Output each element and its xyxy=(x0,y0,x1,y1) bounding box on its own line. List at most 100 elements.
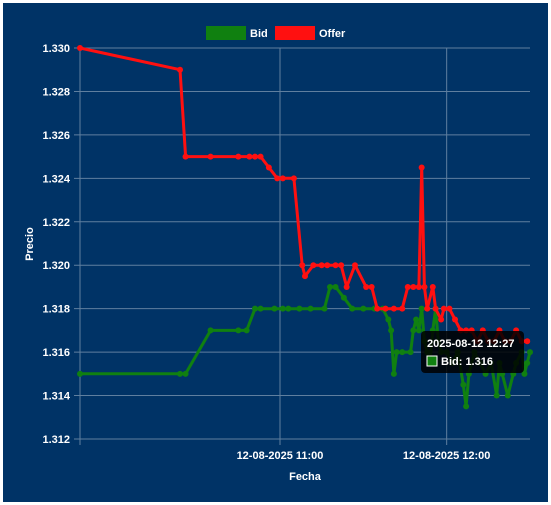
data-point-bid[interactable] xyxy=(524,359,531,366)
data-point-bid[interactable] xyxy=(182,370,189,377)
x-tick-label: 12-08-2025 11:00 xyxy=(237,450,324,462)
data-point-bid[interactable] xyxy=(235,327,242,334)
data-point-offer[interactable] xyxy=(279,175,286,182)
legend-item-bid[interactable]: Bid xyxy=(206,26,268,40)
tooltip-title: 2025-08-12 12:27 xyxy=(427,338,514,350)
data-point-offer[interactable] xyxy=(318,262,325,269)
data-point-offer[interactable] xyxy=(310,262,317,269)
data-point-offer[interactable] xyxy=(246,153,253,160)
data-point-offer[interactable] xyxy=(390,305,397,312)
data-point-offer[interactable] xyxy=(235,153,242,160)
y-tick-label: 1.312 xyxy=(42,434,70,446)
data-point-bid[interactable] xyxy=(390,370,397,377)
y-axis-ticks: 1.312 1.314 1.316 1.318 1.320 1.322 1.324 1.326… xyxy=(42,43,70,446)
legend-label: Offer xyxy=(319,28,346,40)
data-point-bid[interactable] xyxy=(399,349,406,356)
data-point-bid[interactable] xyxy=(415,327,422,334)
data-point-bid[interactable] xyxy=(279,305,286,312)
chart-panel xyxy=(3,3,548,502)
y-tick-label: 1.320 xyxy=(42,260,70,272)
data-point-offer[interactable] xyxy=(429,283,436,290)
data-point-offer[interactable] xyxy=(182,153,189,160)
data-point-bid[interactable] xyxy=(349,305,356,312)
data-point-offer[interactable] xyxy=(207,153,214,160)
data-point-offer[interactable] xyxy=(343,283,350,290)
data-point-offer[interactable] xyxy=(438,316,445,323)
data-point-bid[interactable] xyxy=(463,403,470,410)
data-point-offer[interactable] xyxy=(363,283,370,290)
data-point-offer[interactable] xyxy=(352,262,358,269)
data-point-offer[interactable] xyxy=(332,262,339,269)
data-point-offer[interactable] xyxy=(257,153,264,160)
data-point-offer[interactable] xyxy=(446,305,453,312)
data-point-bid[interactable] xyxy=(332,283,339,290)
y-tick-label: 1.328 xyxy=(42,86,70,98)
data-point-bid[interactable] xyxy=(340,294,347,301)
data-point-bid[interactable] xyxy=(243,327,250,334)
data-point-offer[interactable] xyxy=(265,164,272,171)
data-point-bid[interactable] xyxy=(388,327,395,334)
series-offer xyxy=(77,45,531,345)
data-point-bid[interactable] xyxy=(413,316,420,323)
data-point-offer[interactable] xyxy=(77,45,83,51)
data-point-bid[interactable] xyxy=(307,305,314,312)
data-point-offer[interactable] xyxy=(290,175,297,182)
data-point-offer[interactable] xyxy=(524,338,531,345)
data-point-bid[interactable] xyxy=(407,349,414,356)
data-point-offer[interactable] xyxy=(374,305,381,312)
x-tick-label: 12-08-2025 12:00 xyxy=(403,450,490,462)
data-point-bid[interactable] xyxy=(207,327,214,334)
data-point-bid[interactable] xyxy=(504,392,511,399)
data-point-offer[interactable] xyxy=(324,262,331,269)
data-point-bid[interactable] xyxy=(385,316,392,323)
data-point-bid[interactable] xyxy=(521,370,528,377)
data-point-bid[interactable] xyxy=(257,305,264,312)
data-point-offer[interactable] xyxy=(432,305,439,312)
data-point-offer[interactable] xyxy=(274,175,281,182)
x-axis-ticks: 12-08-2025 11:00 12-08-2025 12:00 xyxy=(237,450,491,462)
data-point-offer[interactable] xyxy=(302,273,308,280)
tooltip-box xyxy=(421,331,524,373)
data-point-offer[interactable] xyxy=(399,305,406,312)
y-tick-label: 1.324 xyxy=(42,173,70,185)
data-point-bid[interactable] xyxy=(527,349,533,356)
data-point-bid[interactable] xyxy=(493,392,500,399)
data-point-offer[interactable] xyxy=(299,262,306,269)
data-point-bid[interactable] xyxy=(460,381,467,388)
data-point-offer[interactable] xyxy=(410,283,417,290)
data-point-offer[interactable] xyxy=(252,153,258,160)
data-point-offer[interactable] xyxy=(440,305,447,312)
tooltip: 2025-08-12 12:27 Bid: 1.316 xyxy=(421,331,524,373)
data-point-bid[interactable] xyxy=(393,349,400,356)
data-point-offer[interactable] xyxy=(338,262,345,269)
tooltip-swatch xyxy=(426,355,438,367)
data-point-offer[interactable] xyxy=(415,283,422,290)
data-point-bid[interactable] xyxy=(418,305,425,312)
legend-item-offer[interactable]: Offer xyxy=(275,26,346,40)
data-point-bid[interactable] xyxy=(360,305,367,312)
data-point-offer[interactable] xyxy=(382,305,389,312)
data-point-bid[interactable] xyxy=(271,305,278,312)
data-point-offer[interactable] xyxy=(368,283,375,290)
data-point-bid[interactable] xyxy=(77,370,83,377)
tooltip-value: Bid: 1.316 xyxy=(441,356,493,368)
y-tick-label: 1.314 xyxy=(42,391,70,403)
legend[interactable]: Bid Offer xyxy=(206,26,346,40)
y-tick-label: 1.316 xyxy=(42,347,70,359)
data-point-offer[interactable] xyxy=(418,164,425,171)
grid xyxy=(74,47,530,445)
data-point-offer[interactable] xyxy=(177,66,183,73)
data-point-bid[interactable] xyxy=(285,305,292,312)
data-point-offer[interactable] xyxy=(421,283,428,290)
data-point-bid[interactable] xyxy=(321,305,328,312)
data-point-offer[interactable] xyxy=(404,283,411,290)
data-point-bid[interactable] xyxy=(177,370,183,377)
data-point-bid[interactable] xyxy=(296,305,303,312)
x-axis-label: Fecha xyxy=(289,471,322,483)
data-point-offer[interactable] xyxy=(424,305,431,312)
data-point-offer[interactable] xyxy=(452,316,458,323)
data-point-bid[interactable] xyxy=(252,305,258,312)
data-point-bid[interactable] xyxy=(410,327,417,334)
data-point-bid[interactable] xyxy=(327,283,333,290)
